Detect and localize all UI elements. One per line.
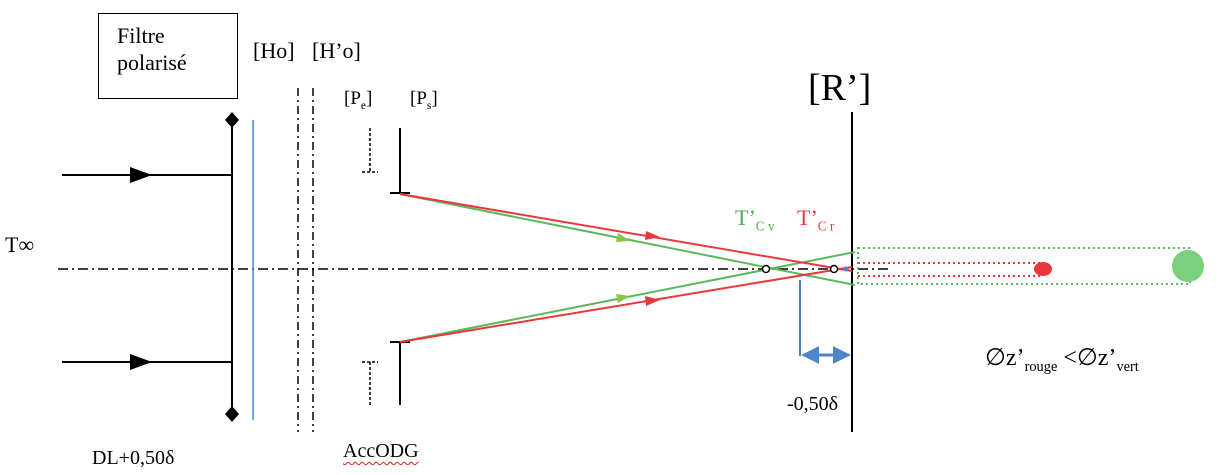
label-blur-green-sub: vert <box>1116 358 1139 375</box>
incoming-ray-top-arrow <box>130 167 152 183</box>
label-pe-main: [P <box>344 88 361 109</box>
label-retina: [R’] <box>808 67 872 109</box>
label-ps: [Ps] <box>410 88 438 112</box>
green-blur-band <box>857 247 1191 285</box>
label-tcr: T’C r <box>797 205 834 234</box>
red-blur-spot <box>1034 262 1052 276</box>
label-dl: DL+0,50δ <box>92 447 175 469</box>
red-ray-bottom <box>399 266 853 343</box>
label-offset: -0,50δ <box>787 393 839 415</box>
red-ray-bottom-arrow <box>645 296 660 306</box>
label-ps-sub: s <box>426 99 432 112</box>
label-acc-odg: AccODG <box>343 440 419 462</box>
label-blur-red-sub: rouge <box>1024 358 1058 375</box>
focal-point-green <box>761 264 771 274</box>
filter-label-line1: Filtre <box>117 23 165 48</box>
label-blur-red-main: ∅z’ <box>985 345 1025 371</box>
red-ray-top-arrow <box>645 231 660 240</box>
green-blur-spot <box>1172 250 1204 282</box>
label-ps-close: ] <box>431 88 438 109</box>
label-less-than: < <box>1057 345 1077 371</box>
label-ps-main: [P <box>410 88 427 109</box>
green-ray-top-arrow <box>616 233 630 242</box>
green-ray-bottom-arrow <box>616 294 630 303</box>
label-pe: [Pe] <box>344 88 372 112</box>
label-pe-sub: e <box>360 99 366 112</box>
label-blur-green-main: ∅z’ <box>1076 345 1117 371</box>
label-blur-comparison: ∅z’rouge <∅z’vert <box>985 343 1139 376</box>
filter-label-line2: polarisé <box>117 50 187 75</box>
lens-dl-top-diamond <box>225 112 239 128</box>
label-ho: [Ho] <box>253 38 295 63</box>
incoming-ray-bottom-arrow <box>130 354 152 370</box>
label-t-infinity: T∞ <box>5 232 35 257</box>
label-tcv-main: T’ <box>735 205 756 230</box>
label-tcr-sub: C r <box>817 218 835 234</box>
red-ray-top <box>399 193 853 272</box>
label-tcv-sub: C v <box>755 218 775 234</box>
label-tcr-main: T’ <box>797 205 818 230</box>
label-tcv: T’C v <box>735 205 774 234</box>
filter-label-box: Filtre polarisé <box>98 13 238 99</box>
lens-dl-bottom-diamond <box>225 406 239 422</box>
label-h-prime-o: [H’o] <box>312 38 361 63</box>
label-pe-close: ] <box>365 88 373 109</box>
focal-point-blue <box>843 266 849 272</box>
focal-point-red <box>829 264 839 274</box>
